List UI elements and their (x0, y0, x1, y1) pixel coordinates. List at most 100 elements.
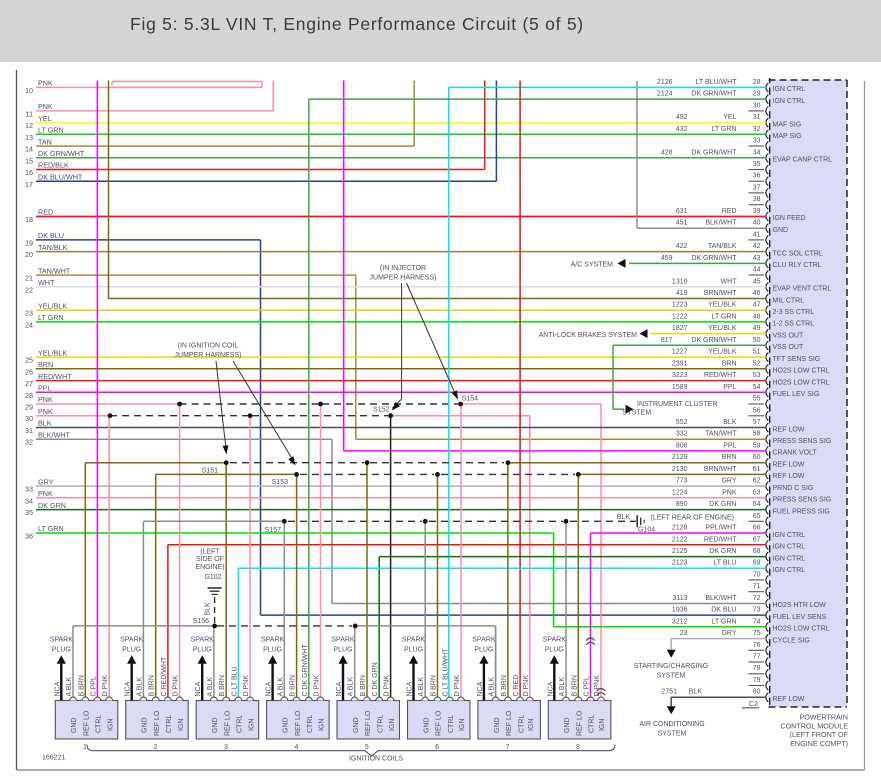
svg-text:JUMPER HARNESS): JUMPER HARNESS) (370, 274, 437, 281)
svg-text:WHT: WHT (38, 278, 55, 287)
svg-text:1222: 1222 (672, 313, 688, 320)
svg-text:GRY: GRY (721, 630, 736, 637)
svg-text:D PNK: D PNK (243, 675, 250, 697)
svg-text:428: 428 (661, 149, 673, 156)
svg-text:CRANK VOLT: CRANK VOLT (773, 450, 818, 457)
svg-text:GND: GND (212, 717, 219, 733)
svg-text:EVAP CANP CTRL: EVAP CANP CTRL (773, 157, 833, 164)
svg-text:PLUG: PLUG (404, 646, 423, 653)
svg-text:(LEFT REAR OF ENGINE): (LEFT REAR OF ENGINE) (651, 515, 735, 522)
svg-text:TAN/BLK: TAN/BLK (708, 243, 737, 250)
svg-text:50: 50 (753, 337, 761, 344)
svg-text:70: 70 (753, 571, 761, 578)
svg-text:BLK/WHT: BLK/WHT (38, 430, 71, 439)
svg-text:IGN: IGN (389, 719, 396, 731)
svg-text:24: 24 (25, 320, 33, 329)
svg-text:11: 11 (26, 109, 33, 118)
svg-text:IGN: IGN (178, 719, 185, 731)
svg-text:2130: 2130 (672, 466, 688, 473)
svg-text:IGNITION COILS: IGNITION COILS (349, 755, 403, 762)
svg-text:40: 40 (753, 220, 761, 227)
svg-text:23: 23 (25, 309, 33, 318)
svg-text:69: 69 (753, 560, 761, 567)
svg-text:10: 10 (25, 86, 33, 95)
svg-text:49: 49 (753, 325, 761, 332)
svg-text:BLK/WHT: BLK/WHT (705, 220, 737, 227)
svg-text:YEL: YEL (723, 114, 736, 121)
svg-text:C LT BLU/WHT: C LT BLU/WHT (443, 648, 450, 697)
svg-text:S153: S153 (272, 479, 288, 486)
svg-text:TAN: TAN (38, 137, 52, 146)
svg-text:13: 13 (25, 133, 33, 142)
svg-text:12: 12 (25, 121, 33, 130)
svg-text:IGN: IGN (459, 719, 466, 731)
svg-text:3223: 3223 (672, 372, 688, 379)
svg-text:773: 773 (676, 478, 688, 485)
svg-text:BRN: BRN (722, 360, 737, 367)
svg-text:48: 48 (753, 313, 761, 320)
svg-text:78: 78 (753, 665, 761, 672)
svg-text:LT GRN: LT GRN (711, 126, 736, 133)
svg-text:41: 41 (753, 231, 761, 238)
svg-text:LT GRN: LT GRN (38, 524, 64, 533)
svg-text:B BRN: B BRN (431, 675, 438, 696)
svg-text:22: 22 (25, 285, 33, 294)
svg-text:62: 62 (753, 478, 761, 485)
svg-text:IGN CTRL: IGN CTRL (773, 555, 806, 562)
svg-text:DK GRN: DK GRN (38, 501, 66, 510)
svg-text:SPARK: SPARK (120, 637, 144, 644)
svg-text:S152: S152 (373, 407, 389, 414)
svg-text:77: 77 (753, 654, 761, 661)
svg-text:1223: 1223 (672, 302, 688, 309)
svg-text:3113: 3113 (672, 595, 687, 602)
svg-text:REF LO: REF LO (84, 710, 91, 736)
svg-text:RED/BLK: RED/BLK (38, 161, 69, 170)
svg-text:5: 5 (365, 744, 369, 751)
svg-text:3212: 3212 (672, 618, 688, 625)
svg-text:37: 37 (753, 184, 761, 191)
svg-text:51: 51 (753, 349, 761, 356)
svg-text:IGN CTRL: IGN CTRL (773, 86, 806, 93)
svg-text:BLK: BLK (617, 514, 631, 521)
svg-text:C PPL: C PPL (91, 676, 98, 696)
svg-text:890: 890 (676, 501, 688, 508)
svg-text:B BRN: B BRN (78, 675, 85, 696)
svg-text:71: 71 (753, 583, 761, 590)
svg-text:166221: 166221 (42, 755, 65, 762)
svg-text:LT GRN: LT GRN (38, 313, 64, 322)
svg-text:(LEFT: (LEFT (200, 549, 220, 556)
svg-text:34: 34 (25, 496, 33, 505)
svg-text:39: 39 (753, 208, 761, 215)
svg-text:29: 29 (753, 91, 761, 98)
svg-text:80: 80 (753, 689, 761, 696)
svg-text:LT GRN: LT GRN (711, 618, 736, 625)
svg-text:PRESS SENS SIG: PRESS SENS SIG (773, 497, 832, 504)
svg-text:GND: GND (423, 717, 430, 733)
svg-text:YEL/BLK: YEL/BLK (708, 325, 737, 332)
svg-text:CYCLE SIG: CYCLE SIG (773, 637, 810, 644)
svg-text:LT BLU: LT BLU (713, 560, 736, 567)
svg-text:NCA: NCA (125, 681, 132, 696)
svg-text:REF LO: REF LO (365, 710, 372, 736)
svg-text:459: 459 (661, 255, 673, 262)
svg-text:DK GRN/WHT: DK GRN/WHT (691, 255, 737, 262)
svg-text:66: 66 (753, 525, 761, 532)
svg-text:1224: 1224 (672, 489, 688, 496)
svg-text:IGN FEED: IGN FEED (773, 215, 806, 222)
svg-text:C DK GRN: C DK GRN (372, 662, 379, 696)
svg-text:RED/WHT: RED/WHT (704, 536, 737, 543)
svg-text:64: 64 (753, 501, 761, 508)
svg-text:DK GRN/WHT: DK GRN/WHT (691, 337, 737, 344)
svg-text:30: 30 (25, 414, 33, 423)
svg-text:20: 20 (25, 250, 33, 259)
svg-text:REF LO: REF LO (436, 710, 443, 736)
svg-text:42: 42 (753, 243, 761, 250)
svg-text:34: 34 (753, 149, 761, 156)
svg-text:422: 422 (676, 243, 688, 250)
svg-text:CTRL: CTRL (377, 715, 384, 733)
svg-text:GND: GND (71, 717, 78, 733)
svg-text:67: 67 (753, 536, 761, 543)
svg-text:NCA: NCA (195, 681, 202, 696)
svg-text:DK BLU/WHT: DK BLU/WHT (38, 173, 83, 182)
svg-text:C RED/WHT: C RED/WHT (161, 656, 168, 696)
